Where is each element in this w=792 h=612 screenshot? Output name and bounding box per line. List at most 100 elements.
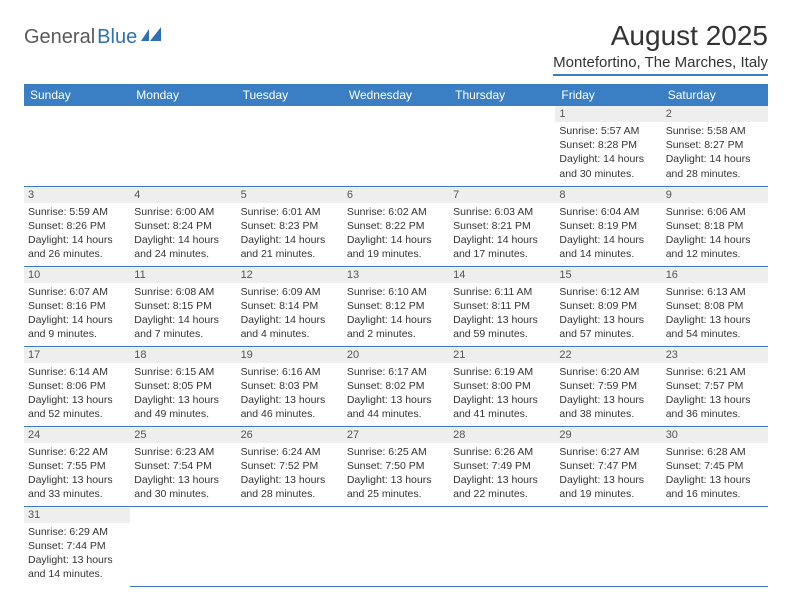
sunrise-text: Sunrise: 6:07 AM [28, 285, 126, 299]
calendar-cell-empty [449, 106, 555, 186]
calendar-cell-empty [237, 106, 343, 186]
daylight-line1: Daylight: 14 hours [559, 152, 657, 166]
weekday-header-row: Sunday Monday Tuesday Wednesday Thursday… [24, 84, 768, 106]
sunset-text: Sunset: 7:47 PM [559, 459, 657, 473]
day-details: Sunrise: 6:14 AMSunset: 8:06 PMDaylight:… [24, 363, 130, 426]
day-number: 1 [555, 106, 661, 122]
daylight-line2: and 30 minutes. [134, 487, 232, 501]
calendar-cell-empty [662, 506, 768, 586]
daylight-line2: and 30 minutes. [559, 167, 657, 181]
calendar-cell: 16Sunrise: 6:13 AMSunset: 8:08 PMDayligh… [662, 266, 768, 346]
sunset-text: Sunset: 7:45 PM [666, 459, 764, 473]
sunrise-text: Sunrise: 6:04 AM [559, 205, 657, 219]
daylight-line1: Daylight: 14 hours [666, 233, 764, 247]
day-details: Sunrise: 6:12 AMSunset: 8:09 PMDaylight:… [555, 283, 661, 346]
daylight-line1: Daylight: 13 hours [666, 313, 764, 327]
calendar-cell: 29Sunrise: 6:27 AMSunset: 7:47 PMDayligh… [555, 426, 661, 506]
calendar-cell: 30Sunrise: 6:28 AMSunset: 7:45 PMDayligh… [662, 426, 768, 506]
calendar-cell: 25Sunrise: 6:23 AMSunset: 7:54 PMDayligh… [130, 426, 236, 506]
day-number: 18 [130, 347, 236, 363]
day-details: Sunrise: 6:07 AMSunset: 8:16 PMDaylight:… [24, 283, 130, 346]
sunrise-text: Sunrise: 6:13 AM [666, 285, 764, 299]
day-number: 15 [555, 267, 661, 283]
sunset-text: Sunset: 7:59 PM [559, 379, 657, 393]
calendar-cell: 5Sunrise: 6:01 AMSunset: 8:23 PMDaylight… [237, 186, 343, 266]
daylight-line2: and 12 minutes. [666, 247, 764, 261]
daylight-line1: Daylight: 14 hours [28, 313, 126, 327]
daylight-line2: and 7 minutes. [134, 327, 232, 341]
sunset-text: Sunset: 8:11 PM [453, 299, 551, 313]
calendar-cell: 3Sunrise: 5:59 AMSunset: 8:26 PMDaylight… [24, 186, 130, 266]
title-block: August 2025 Montefortino, The Marches, I… [553, 20, 768, 76]
calendar-cell: 12Sunrise: 6:09 AMSunset: 8:14 PMDayligh… [237, 266, 343, 346]
daylight-line2: and 33 minutes. [28, 487, 126, 501]
weekday-tue: Tuesday [237, 84, 343, 106]
calendar-cell: 11Sunrise: 6:08 AMSunset: 8:15 PMDayligh… [130, 266, 236, 346]
day-details: Sunrise: 6:19 AMSunset: 8:00 PMDaylight:… [449, 363, 555, 426]
day-number: 5 [237, 187, 343, 203]
calendar-cell: 31Sunrise: 6:29 AMSunset: 7:44 PMDayligh… [24, 506, 130, 586]
daylight-line2: and 59 minutes. [453, 327, 551, 341]
sunrise-text: Sunrise: 6:27 AM [559, 445, 657, 459]
day-number: 2 [662, 106, 768, 122]
calendar-cell-empty [449, 506, 555, 586]
sunset-text: Sunset: 8:12 PM [347, 299, 445, 313]
calendar-row: 1Sunrise: 5:57 AMSunset: 8:28 PMDaylight… [24, 106, 768, 186]
logo: GeneralBlue [24, 20, 163, 49]
weekday-sun: Sunday [24, 84, 130, 106]
calendar-cell: 28Sunrise: 6:26 AMSunset: 7:49 PMDayligh… [449, 426, 555, 506]
sunrise-text: Sunrise: 6:29 AM [28, 525, 126, 539]
day-number: 7 [449, 187, 555, 203]
daylight-line2: and 28 minutes. [666, 167, 764, 181]
calendar-cell-empty [130, 506, 236, 586]
daylight-line2: and 21 minutes. [241, 247, 339, 261]
day-number: 31 [24, 507, 130, 523]
calendar-cell: 23Sunrise: 6:21 AMSunset: 7:57 PMDayligh… [662, 346, 768, 426]
daylight-line2: and 9 minutes. [28, 327, 126, 341]
sunrise-text: Sunrise: 6:25 AM [347, 445, 445, 459]
day-details: Sunrise: 6:11 AMSunset: 8:11 PMDaylight:… [449, 283, 555, 346]
daylight-line2: and 25 minutes. [347, 487, 445, 501]
sunset-text: Sunset: 8:03 PM [241, 379, 339, 393]
daylight-line2: and 26 minutes. [28, 247, 126, 261]
calendar-cell-empty [343, 506, 449, 586]
day-details: Sunrise: 6:13 AMSunset: 8:08 PMDaylight:… [662, 283, 768, 346]
page-header: GeneralBlue August 2025 Montefortino, Th… [24, 20, 768, 76]
calendar-cell: 6Sunrise: 6:02 AMSunset: 8:22 PMDaylight… [343, 186, 449, 266]
sunset-text: Sunset: 8:19 PM [559, 219, 657, 233]
day-number: 8 [555, 187, 661, 203]
day-details: Sunrise: 5:59 AMSunset: 8:26 PMDaylight:… [24, 203, 130, 266]
sunset-text: Sunset: 7:52 PM [241, 459, 339, 473]
day-number: 10 [24, 267, 130, 283]
calendar-row: 10Sunrise: 6:07 AMSunset: 8:16 PMDayligh… [24, 266, 768, 346]
sunset-text: Sunset: 8:28 PM [559, 138, 657, 152]
weekday-wed: Wednesday [343, 84, 449, 106]
daylight-line2: and 4 minutes. [241, 327, 339, 341]
daylight-line1: Daylight: 13 hours [28, 553, 126, 567]
daylight-line2: and 19 minutes. [559, 487, 657, 501]
sunset-text: Sunset: 8:18 PM [666, 219, 764, 233]
daylight-line2: and 16 minutes. [666, 487, 764, 501]
sunset-text: Sunset: 7:54 PM [134, 459, 232, 473]
daylight-line1: Daylight: 13 hours [559, 313, 657, 327]
daylight-line1: Daylight: 13 hours [134, 473, 232, 487]
sunset-text: Sunset: 7:50 PM [347, 459, 445, 473]
sunrise-text: Sunrise: 6:06 AM [666, 205, 764, 219]
sunset-text: Sunset: 8:08 PM [666, 299, 764, 313]
day-details: Sunrise: 6:01 AMSunset: 8:23 PMDaylight:… [237, 203, 343, 266]
sunrise-text: Sunrise: 6:14 AM [28, 365, 126, 379]
daylight-line2: and 17 minutes. [453, 247, 551, 261]
sunrise-text: Sunrise: 6:11 AM [453, 285, 551, 299]
calendar-cell: 8Sunrise: 6:04 AMSunset: 8:19 PMDaylight… [555, 186, 661, 266]
sunrise-text: Sunrise: 6:00 AM [134, 205, 232, 219]
daylight-line1: Daylight: 13 hours [28, 393, 126, 407]
calendar-cell: 19Sunrise: 6:16 AMSunset: 8:03 PMDayligh… [237, 346, 343, 426]
daylight-line2: and 22 minutes. [453, 487, 551, 501]
daylight-line1: Daylight: 13 hours [241, 393, 339, 407]
daylight-line2: and 19 minutes. [347, 247, 445, 261]
day-details: Sunrise: 6:10 AMSunset: 8:12 PMDaylight:… [343, 283, 449, 346]
day-details: Sunrise: 6:15 AMSunset: 8:05 PMDaylight:… [130, 363, 236, 426]
calendar-cell: 15Sunrise: 6:12 AMSunset: 8:09 PMDayligh… [555, 266, 661, 346]
calendar-cell: 17Sunrise: 6:14 AMSunset: 8:06 PMDayligh… [24, 346, 130, 426]
daylight-line1: Daylight: 13 hours [453, 473, 551, 487]
